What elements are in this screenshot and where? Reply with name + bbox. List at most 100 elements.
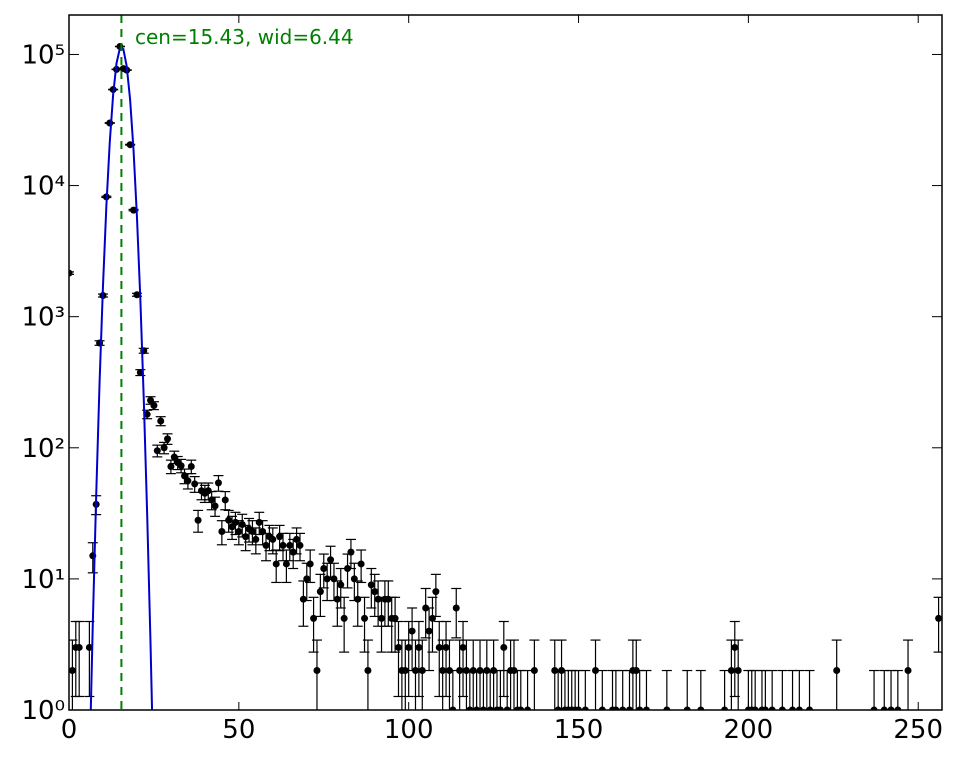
data-point <box>432 588 440 596</box>
data-point <box>191 480 199 488</box>
data-point <box>500 643 508 651</box>
data-point <box>394 643 402 651</box>
data-point <box>408 627 416 635</box>
y-tick-label: 10⁴ <box>21 172 65 202</box>
data-point <box>313 667 321 675</box>
data-point <box>299 595 307 603</box>
data-point <box>167 462 175 470</box>
data-point <box>337 581 345 589</box>
data-point <box>517 706 525 710</box>
data-point <box>880 706 888 710</box>
data-point <box>449 706 457 710</box>
data-point <box>177 462 185 470</box>
data-point <box>833 667 841 675</box>
data-point <box>194 516 202 524</box>
data-point <box>133 291 141 299</box>
data-point <box>293 535 301 543</box>
data-point <box>935 614 942 622</box>
data-point <box>503 706 511 710</box>
data-point <box>789 706 797 710</box>
data-point <box>459 643 467 651</box>
y-tick-label: 10⁰ <box>21 696 65 726</box>
data-point <box>887 706 895 710</box>
data-point <box>452 604 460 612</box>
data-point <box>581 706 589 710</box>
annotation: cen=15.43, wid=6.44 <box>135 25 354 49</box>
data-point <box>778 706 786 710</box>
data-point <box>442 643 450 651</box>
data-point <box>289 548 297 556</box>
data-point <box>768 706 776 710</box>
data-point <box>347 548 355 556</box>
data-point <box>870 706 878 710</box>
data-point <box>598 706 606 710</box>
data-point <box>282 560 290 568</box>
data-point <box>554 706 562 710</box>
axes-frame <box>68 14 943 711</box>
data-point <box>320 565 328 573</box>
data-point <box>642 706 650 710</box>
data-point <box>439 667 447 675</box>
data-point <box>479 706 487 710</box>
data-point <box>364 667 372 675</box>
data-point <box>418 667 426 675</box>
data-point <box>187 462 195 470</box>
x-tick-label: 50 <box>222 715 255 745</box>
data-point <box>401 667 409 675</box>
data-point <box>242 533 250 541</box>
data-point <box>795 706 803 710</box>
data-point <box>371 588 379 596</box>
x-tick-label: 100 <box>384 715 434 745</box>
data-point <box>286 541 294 549</box>
data-point <box>663 706 671 710</box>
data-point <box>904 667 912 675</box>
data-point <box>153 447 161 455</box>
data-point <box>150 402 158 410</box>
y-tick-label: 10² <box>21 434 65 464</box>
data-point <box>208 496 216 504</box>
data-point <box>761 706 769 710</box>
data-point <box>211 502 219 510</box>
data-point <box>721 706 729 710</box>
data-point <box>69 269 73 277</box>
data-point <box>262 541 270 549</box>
data-point <box>357 560 365 568</box>
data-point <box>85 643 93 651</box>
data-point <box>130 206 138 214</box>
data-point <box>214 479 222 487</box>
data-point <box>323 575 331 583</box>
plot-area <box>69 15 942 710</box>
data-point <box>731 643 739 651</box>
data-point <box>235 527 243 535</box>
data-point <box>279 541 287 549</box>
data-point <box>524 706 532 710</box>
data-point <box>894 706 902 710</box>
data-point <box>411 667 419 675</box>
data-point <box>204 487 212 495</box>
data-point <box>269 535 277 543</box>
data-point <box>238 520 246 528</box>
data-point <box>456 667 464 675</box>
x-tick-label: 0 <box>61 715 78 745</box>
data-point <box>252 535 260 543</box>
data-point <box>435 643 443 651</box>
data-point <box>69 667 76 675</box>
data-point <box>592 667 600 675</box>
data-point <box>612 706 620 710</box>
data-point <box>530 667 538 675</box>
data-point <box>306 560 314 568</box>
data-point <box>425 627 433 635</box>
x-tick-label: 150 <box>554 715 604 745</box>
data-point <box>157 417 165 425</box>
data-point <box>367 581 375 589</box>
y-tick-label: 10³ <box>21 303 65 333</box>
data-point <box>248 527 256 535</box>
data-point <box>415 643 423 651</box>
data-point <box>751 706 759 710</box>
data-point <box>333 595 341 603</box>
data-point <box>727 667 735 675</box>
y-tick-label: 10¹ <box>21 565 65 595</box>
data-point <box>473 706 481 710</box>
